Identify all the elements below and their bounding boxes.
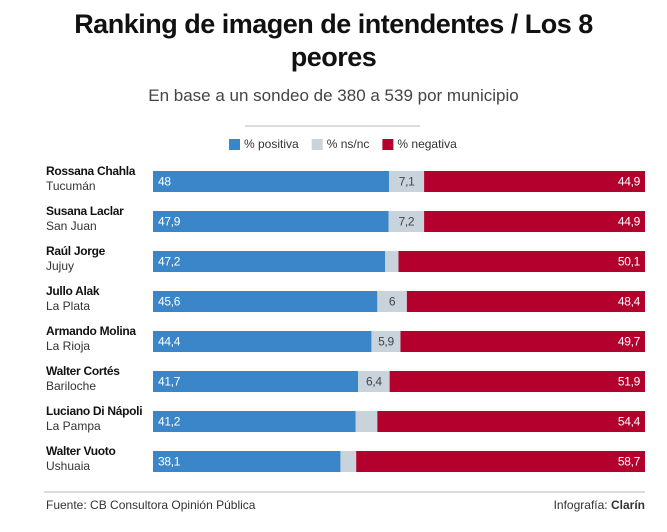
credit-label: Infografía: <box>554 498 608 512</box>
bar-segment <box>355 411 378 432</box>
category-label: Walter Vuoto <box>46 444 116 458</box>
category-sublabel: San Juan <box>46 219 97 233</box>
value-label: 44,9 <box>618 175 641 189</box>
legend-swatch <box>311 139 323 150</box>
category-sublabel: Jujuy <box>46 259 74 273</box>
category-label: Luciano Di Nápoli <box>46 404 142 418</box>
category-sublabel: La Pampa <box>46 419 101 433</box>
bar-segment <box>340 451 357 472</box>
category-sublabel: La Plata <box>46 299 90 313</box>
value-label: 7,2 <box>398 215 414 229</box>
category-label: Susana Laclar <box>46 204 124 218</box>
category-label: Raúl Jorge <box>46 244 106 258</box>
value-label: 6 <box>389 295 396 309</box>
bar-segment <box>153 371 359 392</box>
value-label: 47,2 <box>158 255 181 269</box>
category-sublabel: La Rioja <box>46 339 90 353</box>
value-label: 45,6 <box>158 295 181 309</box>
credit-name: Clarín <box>611 498 645 512</box>
chart-subtitle: En base a un sondeo de 380 a 539 por mun… <box>148 86 519 105</box>
value-label: 44,9 <box>618 215 641 229</box>
bar-segment <box>356 451 645 472</box>
bar-segment <box>153 331 372 352</box>
category-sublabel: Tucumán <box>46 179 96 193</box>
legend-swatch <box>382 139 394 150</box>
bar-segment <box>424 211 645 232</box>
category-label: Walter Cortés <box>46 364 120 378</box>
source: Fuente: CB Consultora Opinión Pública <box>46 498 256 512</box>
bar-segment <box>377 291 407 312</box>
value-label: 58,7 <box>618 455 641 469</box>
value-label: 44,4 <box>158 335 181 349</box>
legend-label: % negativa <box>397 137 457 151</box>
value-label: 7,1 <box>399 175 415 189</box>
legend-label: % ns/nc <box>327 137 370 151</box>
category-label: Rossana Chahla <box>46 164 136 178</box>
category-label: Armando Molina <box>46 324 136 338</box>
bar-segment <box>389 371 645 392</box>
bar-segment <box>377 411 645 432</box>
bar-segment <box>153 411 356 432</box>
bar-segment <box>406 291 645 312</box>
category-sublabel: Ushuaia <box>46 459 90 473</box>
credit: Infografía: Clarín <box>554 498 645 512</box>
legend-swatch <box>229 139 240 150</box>
bar-segment <box>389 171 425 192</box>
bar-segment <box>424 171 645 192</box>
chart-title: Ranking de imagen de intendentes / Los 8… <box>74 9 593 72</box>
value-label: 48,4 <box>618 295 641 309</box>
bar-segment <box>153 171 390 192</box>
category-label: Jullo Alak <box>46 284 100 298</box>
value-label: 50,1 <box>618 255 641 269</box>
value-label: 48 <box>158 175 171 189</box>
value-label: 5,9 <box>378 335 394 349</box>
bar-segment <box>388 211 425 232</box>
bar-segment <box>153 211 389 232</box>
value-label: 41,2 <box>158 415 181 429</box>
value-label: 41,7 <box>158 375 181 389</box>
value-label: 47,9 <box>158 215 181 229</box>
legend-label: % positiva <box>244 137 299 151</box>
bar-segment <box>371 331 401 352</box>
value-label: 38,1 <box>158 455 181 469</box>
bar-segment <box>153 251 386 272</box>
bar-segment <box>358 371 390 392</box>
bar-segment <box>153 291 378 312</box>
category-sublabel: Bariloche <box>46 379 96 393</box>
bar-segment <box>385 251 399 272</box>
value-label: 49,7 <box>618 335 641 349</box>
value-label: 51,9 <box>618 375 641 389</box>
bar-segment <box>153 451 341 472</box>
value-label: 6,4 <box>366 375 382 389</box>
value-label: 54,4 <box>618 415 641 429</box>
bar-segment <box>398 251 645 272</box>
bar-segment <box>400 331 645 352</box>
